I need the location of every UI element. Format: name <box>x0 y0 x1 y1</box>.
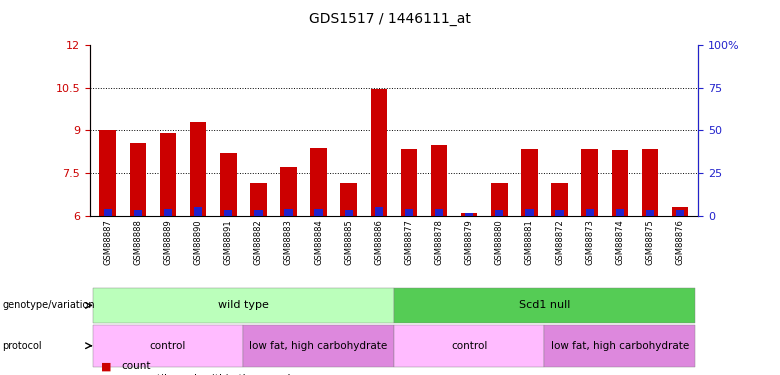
Text: GDS1517 / 1446111_at: GDS1517 / 1446111_at <box>309 12 471 26</box>
Bar <box>310 147 327 216</box>
Text: wild type: wild type <box>218 300 269 310</box>
Text: GSM88872: GSM88872 <box>555 219 564 265</box>
Text: GSM88874: GSM88874 <box>615 219 624 265</box>
Text: protocol: protocol <box>2 341 42 351</box>
Bar <box>345 210 353 216</box>
Bar <box>250 183 267 216</box>
Bar <box>285 209 292 216</box>
Text: GSM88884: GSM88884 <box>314 219 323 265</box>
Bar <box>394 325 544 367</box>
Text: control: control <box>451 341 488 351</box>
Bar <box>243 325 394 367</box>
Text: GSM88885: GSM88885 <box>344 219 353 265</box>
Bar <box>133 210 142 216</box>
Bar <box>280 168 296 216</box>
Text: GSM88881: GSM88881 <box>525 219 534 265</box>
Text: control: control <box>150 341 186 351</box>
Text: low fat, high carbohydrate: low fat, high carbohydrate <box>250 341 388 351</box>
Bar <box>495 210 503 216</box>
Bar <box>254 210 263 216</box>
Bar <box>435 209 443 216</box>
Bar <box>491 183 508 216</box>
Text: percentile rank within the sample: percentile rank within the sample <box>121 374 296 375</box>
Text: low fat, high carbohydrate: low fat, high carbohydrate <box>551 341 689 351</box>
Bar <box>544 325 695 367</box>
Bar <box>100 130 116 216</box>
Text: count: count <box>121 361 151 371</box>
Bar <box>370 89 387 216</box>
Bar <box>340 183 357 216</box>
Bar <box>646 210 654 216</box>
Bar <box>129 143 146 216</box>
Text: GSM88879: GSM88879 <box>465 219 473 265</box>
Bar <box>431 145 448 216</box>
Text: GSM88883: GSM88883 <box>284 219 293 266</box>
Bar <box>93 288 394 323</box>
Bar <box>521 149 537 216</box>
Bar <box>220 153 236 216</box>
Bar <box>314 209 323 216</box>
Text: GSM88887: GSM88887 <box>103 219 112 266</box>
Text: GSM88886: GSM88886 <box>374 219 383 266</box>
Bar <box>642 149 658 216</box>
Text: GSM88878: GSM88878 <box>434 219 444 266</box>
Bar <box>525 209 534 216</box>
Bar <box>93 325 243 367</box>
Bar <box>160 133 176 216</box>
Bar <box>405 209 413 216</box>
Text: Scd1 null: Scd1 null <box>519 300 570 310</box>
Bar <box>555 210 564 216</box>
Bar <box>581 149 598 216</box>
Text: GSM88876: GSM88876 <box>675 219 685 266</box>
Bar <box>401 149 417 216</box>
Bar <box>551 183 568 216</box>
Text: GSM88873: GSM88873 <box>585 219 594 266</box>
Bar <box>612 150 628 216</box>
Text: ■: ■ <box>101 361 112 371</box>
Text: GSM88877: GSM88877 <box>405 219 413 266</box>
Text: GSM88888: GSM88888 <box>133 219 143 266</box>
Bar <box>164 209 172 216</box>
Bar <box>586 209 594 216</box>
Bar <box>615 209 624 216</box>
Bar <box>676 210 684 216</box>
Bar <box>394 288 695 323</box>
Text: GSM88882: GSM88882 <box>254 219 263 265</box>
Text: GSM88890: GSM88890 <box>193 219 203 265</box>
Text: GSM88875: GSM88875 <box>645 219 654 265</box>
Text: ■: ■ <box>101 374 112 375</box>
Text: genotype/variation: genotype/variation <box>2 300 95 310</box>
Bar <box>374 207 383 216</box>
Bar <box>190 122 207 216</box>
Bar <box>672 207 688 216</box>
Text: GSM88891: GSM88891 <box>224 219 232 265</box>
Bar <box>461 213 477 216</box>
Bar <box>465 213 473 216</box>
Text: GSM88889: GSM88889 <box>164 219 172 265</box>
Bar <box>104 209 112 216</box>
Bar <box>224 210 232 216</box>
Text: GSM88880: GSM88880 <box>495 219 504 265</box>
Bar <box>194 207 202 216</box>
